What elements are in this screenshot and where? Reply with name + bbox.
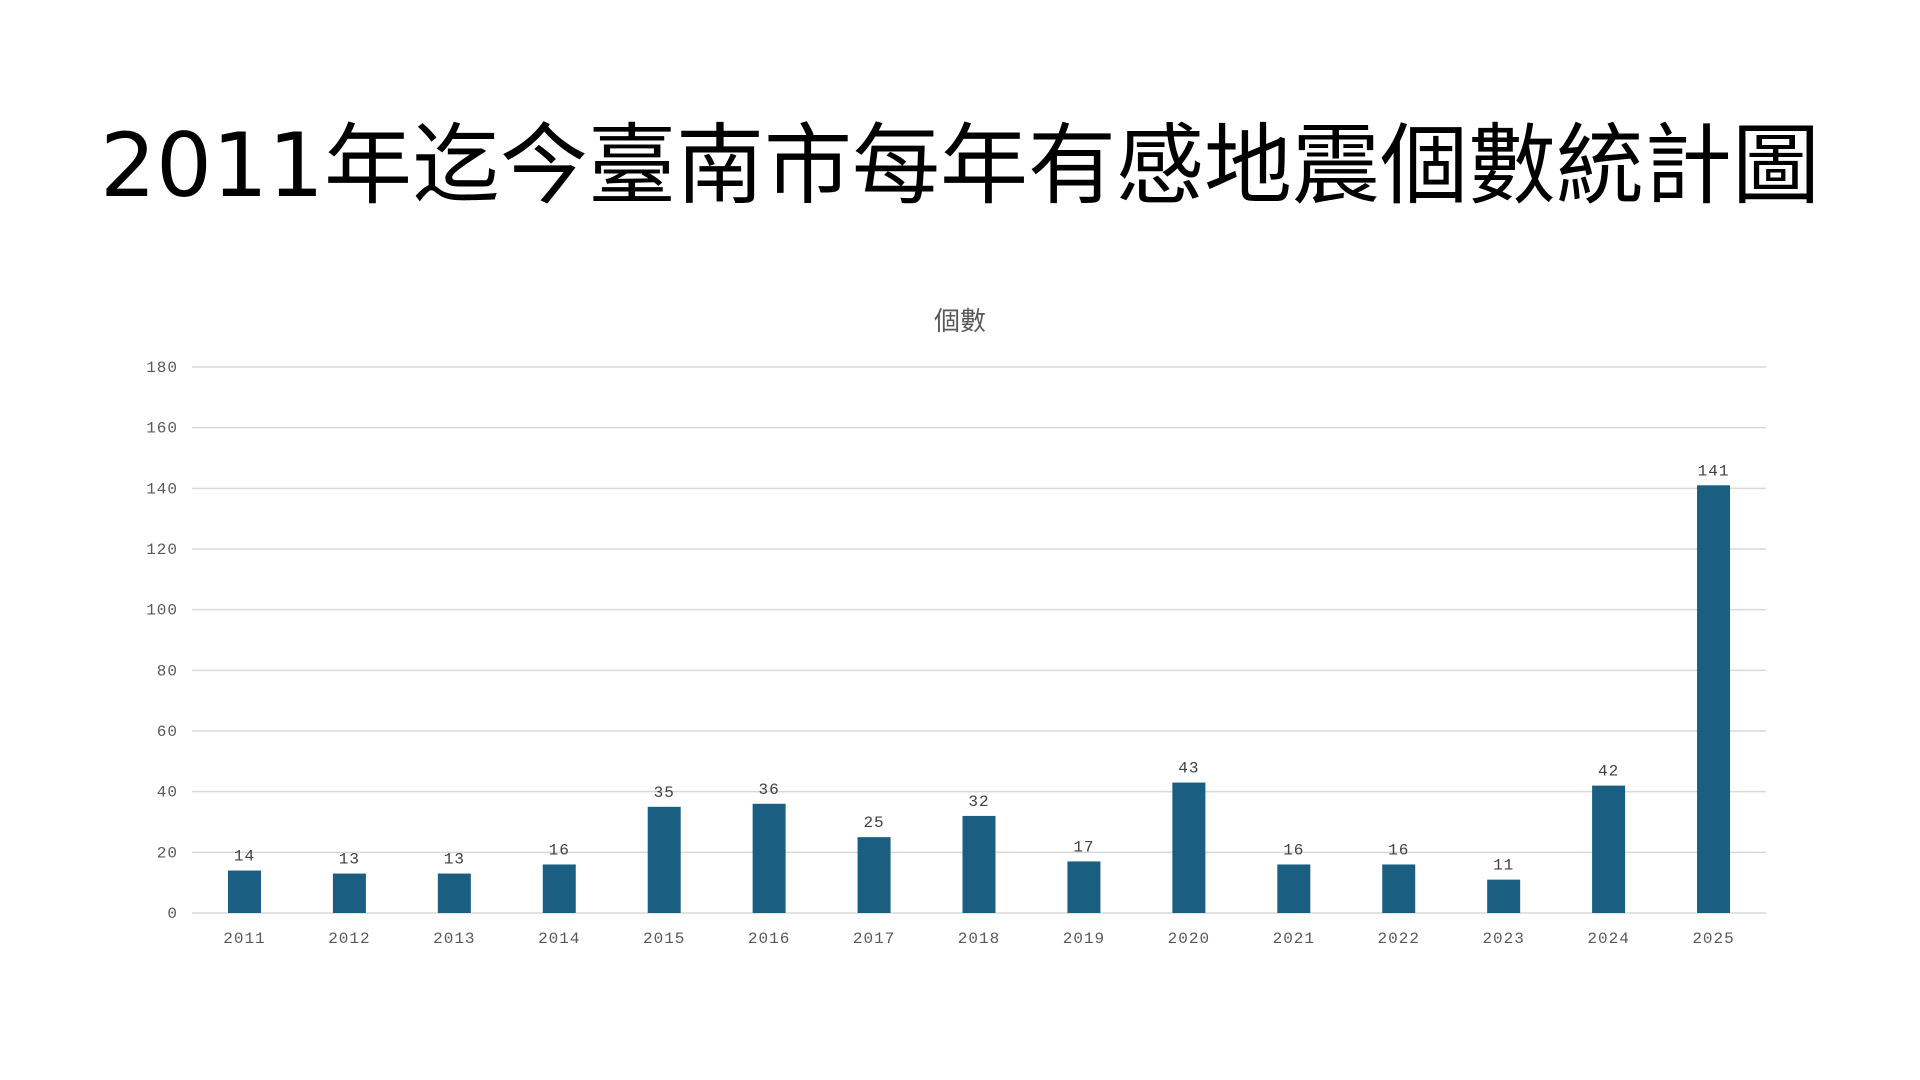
x-tick-label: 2015 xyxy=(643,930,685,948)
x-tick-label: 2017 xyxy=(853,930,895,948)
bar xyxy=(1277,864,1311,913)
bar xyxy=(332,873,366,913)
x-tick-label: 2011 xyxy=(223,930,265,948)
y-tick-label: 40 xyxy=(157,784,178,802)
data-label: 11 xyxy=(1493,857,1514,875)
y-tick-label: 80 xyxy=(157,662,178,680)
data-label: 25 xyxy=(863,814,884,832)
y-tick-labels: 0 20 40 60 80 100 120 140 160 180 xyxy=(146,359,178,923)
x-tick-label: 2025 xyxy=(1692,930,1734,948)
data-label: 32 xyxy=(968,793,989,811)
x-tick-label: 2016 xyxy=(748,930,790,948)
y-tick-label: 100 xyxy=(146,602,178,620)
bar xyxy=(752,803,786,913)
data-label: 14 xyxy=(234,848,255,866)
x-tick-label: 2021 xyxy=(1273,930,1315,948)
bar xyxy=(1697,485,1731,913)
bars xyxy=(227,485,1731,913)
x-tick-label: 2024 xyxy=(1587,930,1629,948)
y-tick-label: 20 xyxy=(157,844,178,862)
bar xyxy=(962,815,996,913)
bar xyxy=(542,864,576,913)
x-tick-label: 2019 xyxy=(1063,930,1105,948)
data-label: 42 xyxy=(1598,763,1619,781)
data-labels: 14 13 13 16 35 36 25 32 17 43 16 16 11 42 141 xyxy=(234,462,1730,875)
data-label: 17 xyxy=(1073,838,1094,856)
series-title: 個數 xyxy=(934,307,986,337)
data-label: 16 xyxy=(1283,841,1304,859)
data-label: 43 xyxy=(1178,760,1199,778)
x-tick-labels: 2011 2012 2013 2014 2015 2016 2017 2018 2019 2020… xyxy=(223,930,1734,948)
data-label: 35 xyxy=(654,784,675,802)
y-tick-label: 160 xyxy=(146,420,178,438)
x-tick-label: 2014 xyxy=(538,930,580,948)
x-tick-label: 2013 xyxy=(433,930,475,948)
x-tick-label: 2018 xyxy=(958,930,1000,948)
data-label: 16 xyxy=(1388,841,1409,859)
bar xyxy=(1487,879,1521,913)
data-label: 36 xyxy=(759,781,780,799)
bar xyxy=(1067,861,1101,913)
y-tick-label: 60 xyxy=(157,723,178,741)
bar xyxy=(1382,864,1416,913)
y-tick-label: 120 xyxy=(146,541,178,559)
bar xyxy=(1172,782,1206,913)
data-label: 16 xyxy=(549,841,570,859)
bar xyxy=(647,806,681,913)
y-tick-label: 180 xyxy=(146,359,178,377)
y-tick-label: 0 xyxy=(167,905,178,923)
data-label: 13 xyxy=(444,851,465,869)
x-tick-label: 2022 xyxy=(1378,930,1420,948)
x-tick-label: 2012 xyxy=(328,930,370,948)
chart-title: 2011年迄今臺南市每年有感地震個數統計圖 xyxy=(100,114,1820,217)
bar xyxy=(1592,785,1626,913)
bar xyxy=(227,870,261,913)
x-tick-label: 2023 xyxy=(1482,930,1524,948)
y-tick-label: 140 xyxy=(146,480,178,498)
data-label: 13 xyxy=(339,851,360,869)
bar xyxy=(437,873,471,913)
bar xyxy=(857,837,891,913)
data-label: 141 xyxy=(1698,462,1730,480)
x-tick-label: 2020 xyxy=(1168,930,1210,948)
